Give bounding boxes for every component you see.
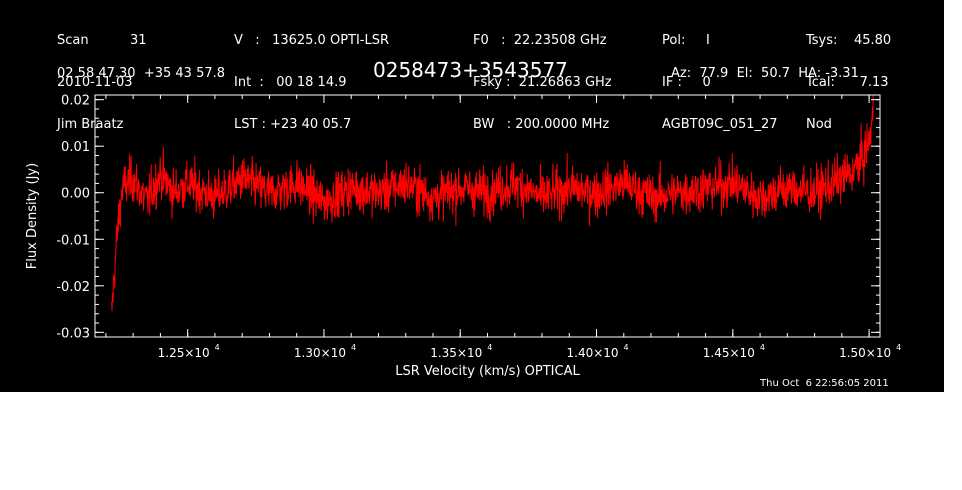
plot-timestamp: Thu Oct 6 22:56:05 2011 [760,378,889,389]
y-axis-label: Flux Density (Jy) [25,163,40,269]
observation-date: 2010-11-03 [57,75,133,90]
header-system-block: Tsys: 45.80 Tcal: 7.13 Nod [806,6,891,160]
observer-name: Jim Braatz [57,117,124,132]
x-tick-exponent: 4 [215,343,220,352]
y-tick-label: -0.01 [56,233,90,248]
tcal-line: Tcal: 7.13 [806,75,889,90]
x-tick-exponent: 4 [624,343,629,352]
x-tick-label: 1.50×10 [839,346,891,360]
x-axis-label: LSR Velocity (km/s) OPTICAL [395,364,580,379]
bandwidth-line: BW : 200.0000 MHz [473,117,610,132]
x-tick-exponent: 4 [351,343,356,352]
if-line: IF : 0 [662,75,711,90]
spectrum-trace [110,94,874,312]
y-tick-label: 0.00 [61,187,90,202]
x-tick-exponent: 4 [487,343,492,352]
procedure-line: Nod [806,117,832,132]
tsys-line: Tsys: 45.80 [806,33,892,48]
source-name-title: 0258473+3543577 [373,58,568,82]
y-tick-label: 0.01 [61,140,90,155]
lst-line: LST : +23 40 05.7 [234,117,352,132]
polarization-line: Pol: I [662,33,710,48]
header-frequency-block: F0 : 22.23508 GHz Fsky : 21.26863 GHz BW… [473,6,612,160]
y-tick-label: -0.02 [56,280,90,295]
rest-frequency-line: F0 : 22.23508 GHz [473,33,607,48]
header-velocity-block: V : 13625.0 OPTI-LSR Int : 00 18 14.9 LS… [234,6,389,160]
header-pol-block: Pol: I IF : 0 AGBT09C_051_27 [662,6,778,160]
x-tick-label: 1.45×10 [703,346,755,360]
x-tick-label: 1.30×10 [294,346,346,360]
velocity-line: V : 13625.0 OPTI-LSR [234,33,390,48]
scan-value: 31 [129,33,147,48]
trace-layer [110,94,874,312]
source-coordinates: 02 58 47.30 +35 43 57.8 [57,66,226,81]
sky-frequency-line: Fsky : 21.26863 GHz [473,75,612,90]
scan-label: Scan [57,33,89,48]
y-tick-label: 0.02 [61,94,90,109]
tick-layer: 1.25×10 4 1.30×10 4 1.35×10 4 1.40×10 4 1.45×10 4… [56,94,901,360]
x-tick-label: 1.25×10 [158,346,210,360]
header-scan-block: Scan 31 2010-11-03 Jim Braatz [57,6,146,160]
pointing-info: Az: 77.9 El: 50.7 HA: -3.31 [671,66,859,81]
x-tick-label: 1.35×10 [430,346,482,360]
x-tick-exponent: 4 [896,343,901,352]
spectrum-plot: 1.25×10 4 1.30×10 4 1.35×10 4 1.40×10 4 1.45×10 4… [25,94,901,379]
x-tick-exponent: 4 [760,343,765,352]
project-line: AGBT09C_051_27 [662,117,778,132]
integration-line: Int : 00 18 14.9 [234,75,347,90]
x-tick-label: 1.40×10 [567,346,619,360]
y-tick-label: -0.03 [56,326,90,341]
plot-canvas: Scan 31 2010-11-03 Jim Braatz V : 13625.… [0,0,944,392]
